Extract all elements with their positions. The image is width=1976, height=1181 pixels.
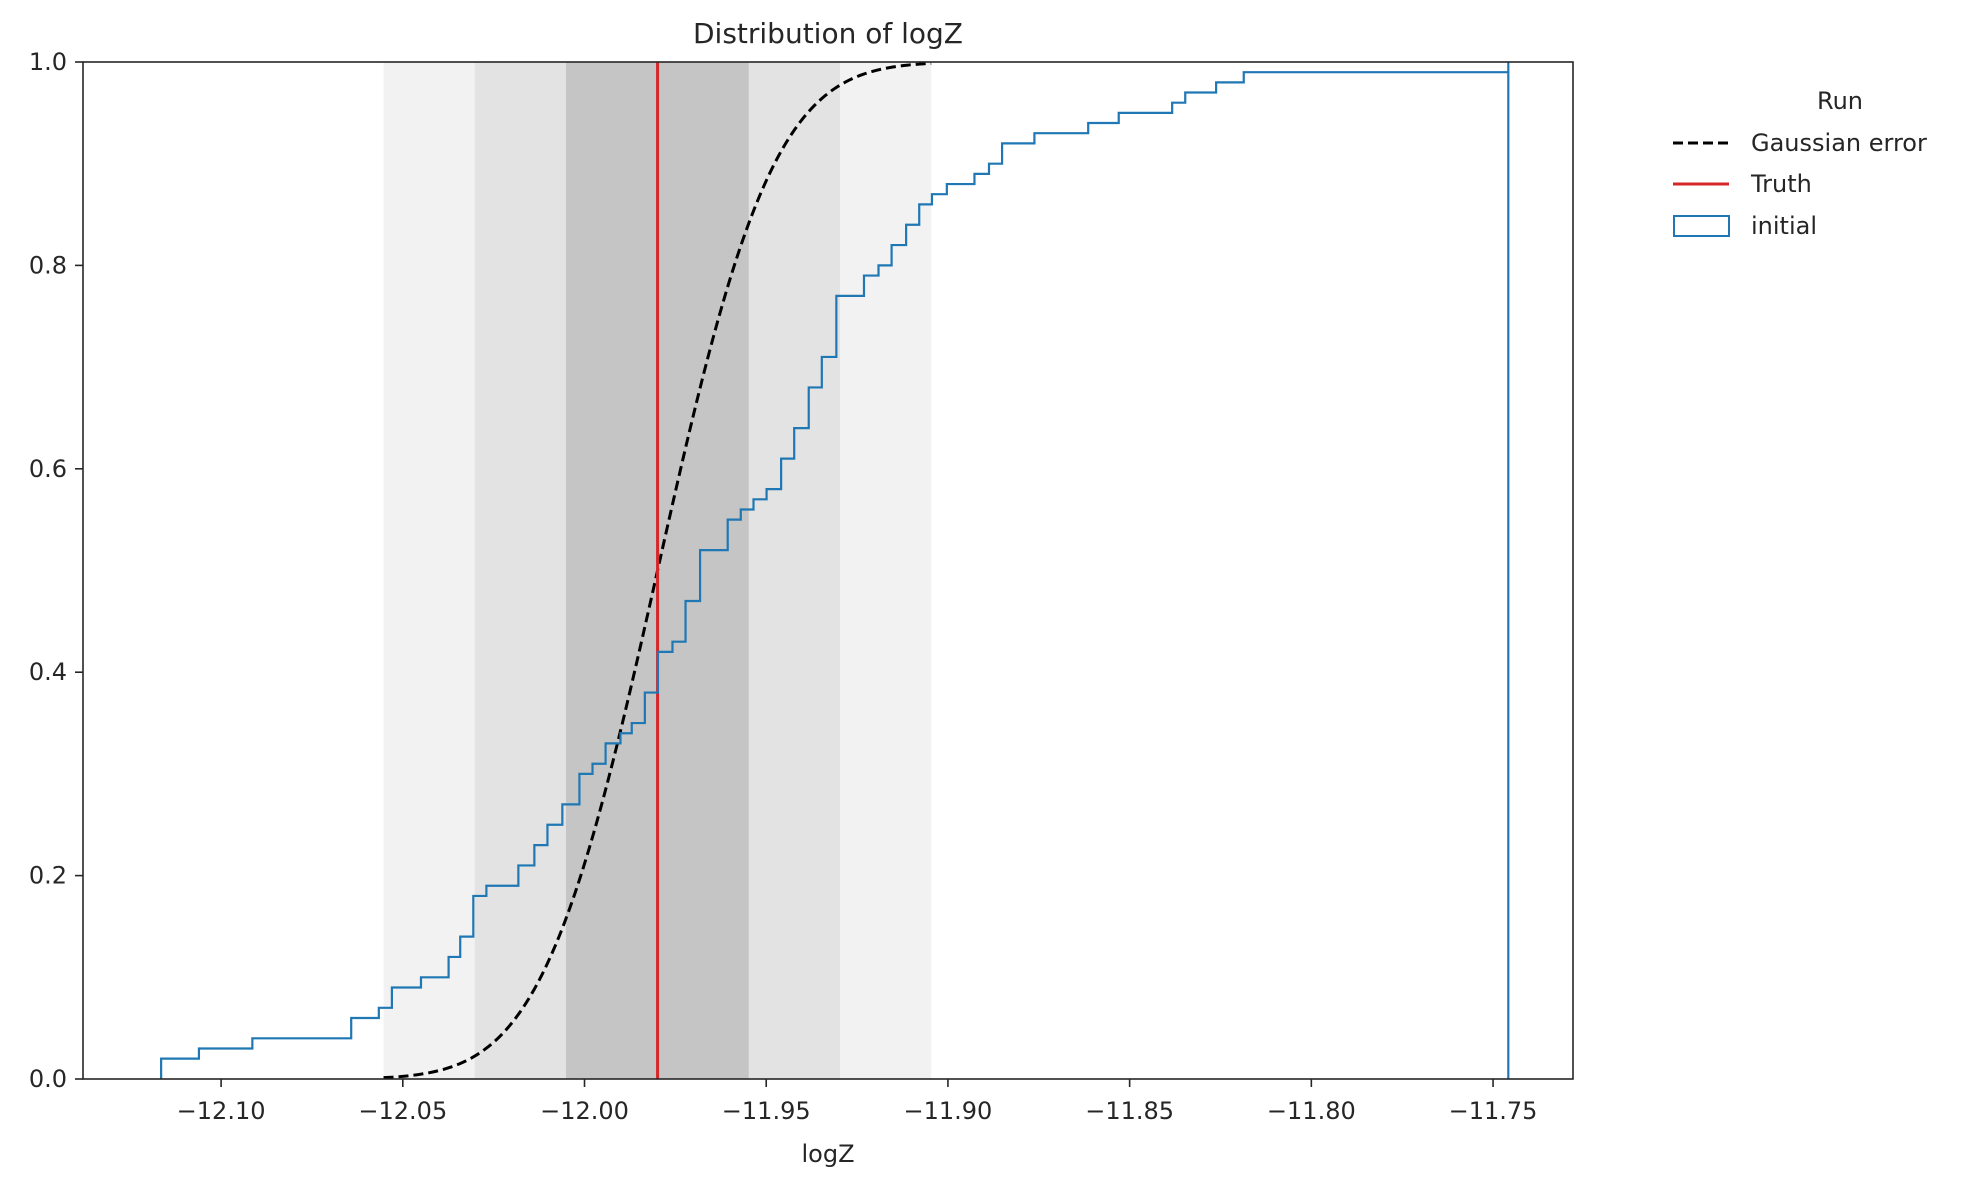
y-tick-label: 0.0 — [29, 1065, 67, 1093]
legend-label-gaussian: Gaussian error — [1751, 129, 1927, 157]
y-tick-label: 0.6 — [29, 455, 67, 483]
legend-label-truth: Truth — [1750, 170, 1812, 198]
y-tick-label: 1.0 — [29, 48, 67, 76]
initial-ecdf-step — [160, 62, 1510, 1079]
plot-series — [160, 61, 1510, 1080]
x-tick-label: −12.05 — [358, 1097, 447, 1125]
y-tick-label: 0.4 — [29, 658, 67, 686]
x-tick-label: −12.10 — [177, 1097, 266, 1125]
x-tick-label: −11.95 — [722, 1097, 811, 1125]
x-axis-label: logZ — [801, 1140, 854, 1168]
legend-title: Run — [1817, 87, 1863, 115]
x-tick-label: −11.90 — [904, 1097, 993, 1125]
y-axis-ticks: 0.0 0.2 0.4 0.6 0.8 1.0 — [29, 48, 83, 1093]
x-tick-label: −11.75 — [1449, 1097, 1538, 1125]
chart-title: Distribution of logZ — [693, 17, 963, 50]
legend-swatch-initial — [1673, 215, 1730, 237]
y-tick-label: 0.2 — [29, 862, 67, 890]
legend-label-initial: initial — [1751, 212, 1817, 240]
plot-frame — [82, 61, 1574, 1080]
x-axis-ticks: −12.10 −12.05 −12.00 −11.95 −11.90 −11.85 −11.… — [177, 1079, 1538, 1125]
x-tick-label: −11.80 — [1267, 1097, 1356, 1125]
x-tick-label: −11.85 — [1085, 1097, 1174, 1125]
y-tick-label: 0.8 — [29, 251, 67, 279]
legend: Run Gaussian error Truth initial — [1673, 87, 1927, 240]
x-tick-label: −12.00 — [540, 1097, 629, 1125]
